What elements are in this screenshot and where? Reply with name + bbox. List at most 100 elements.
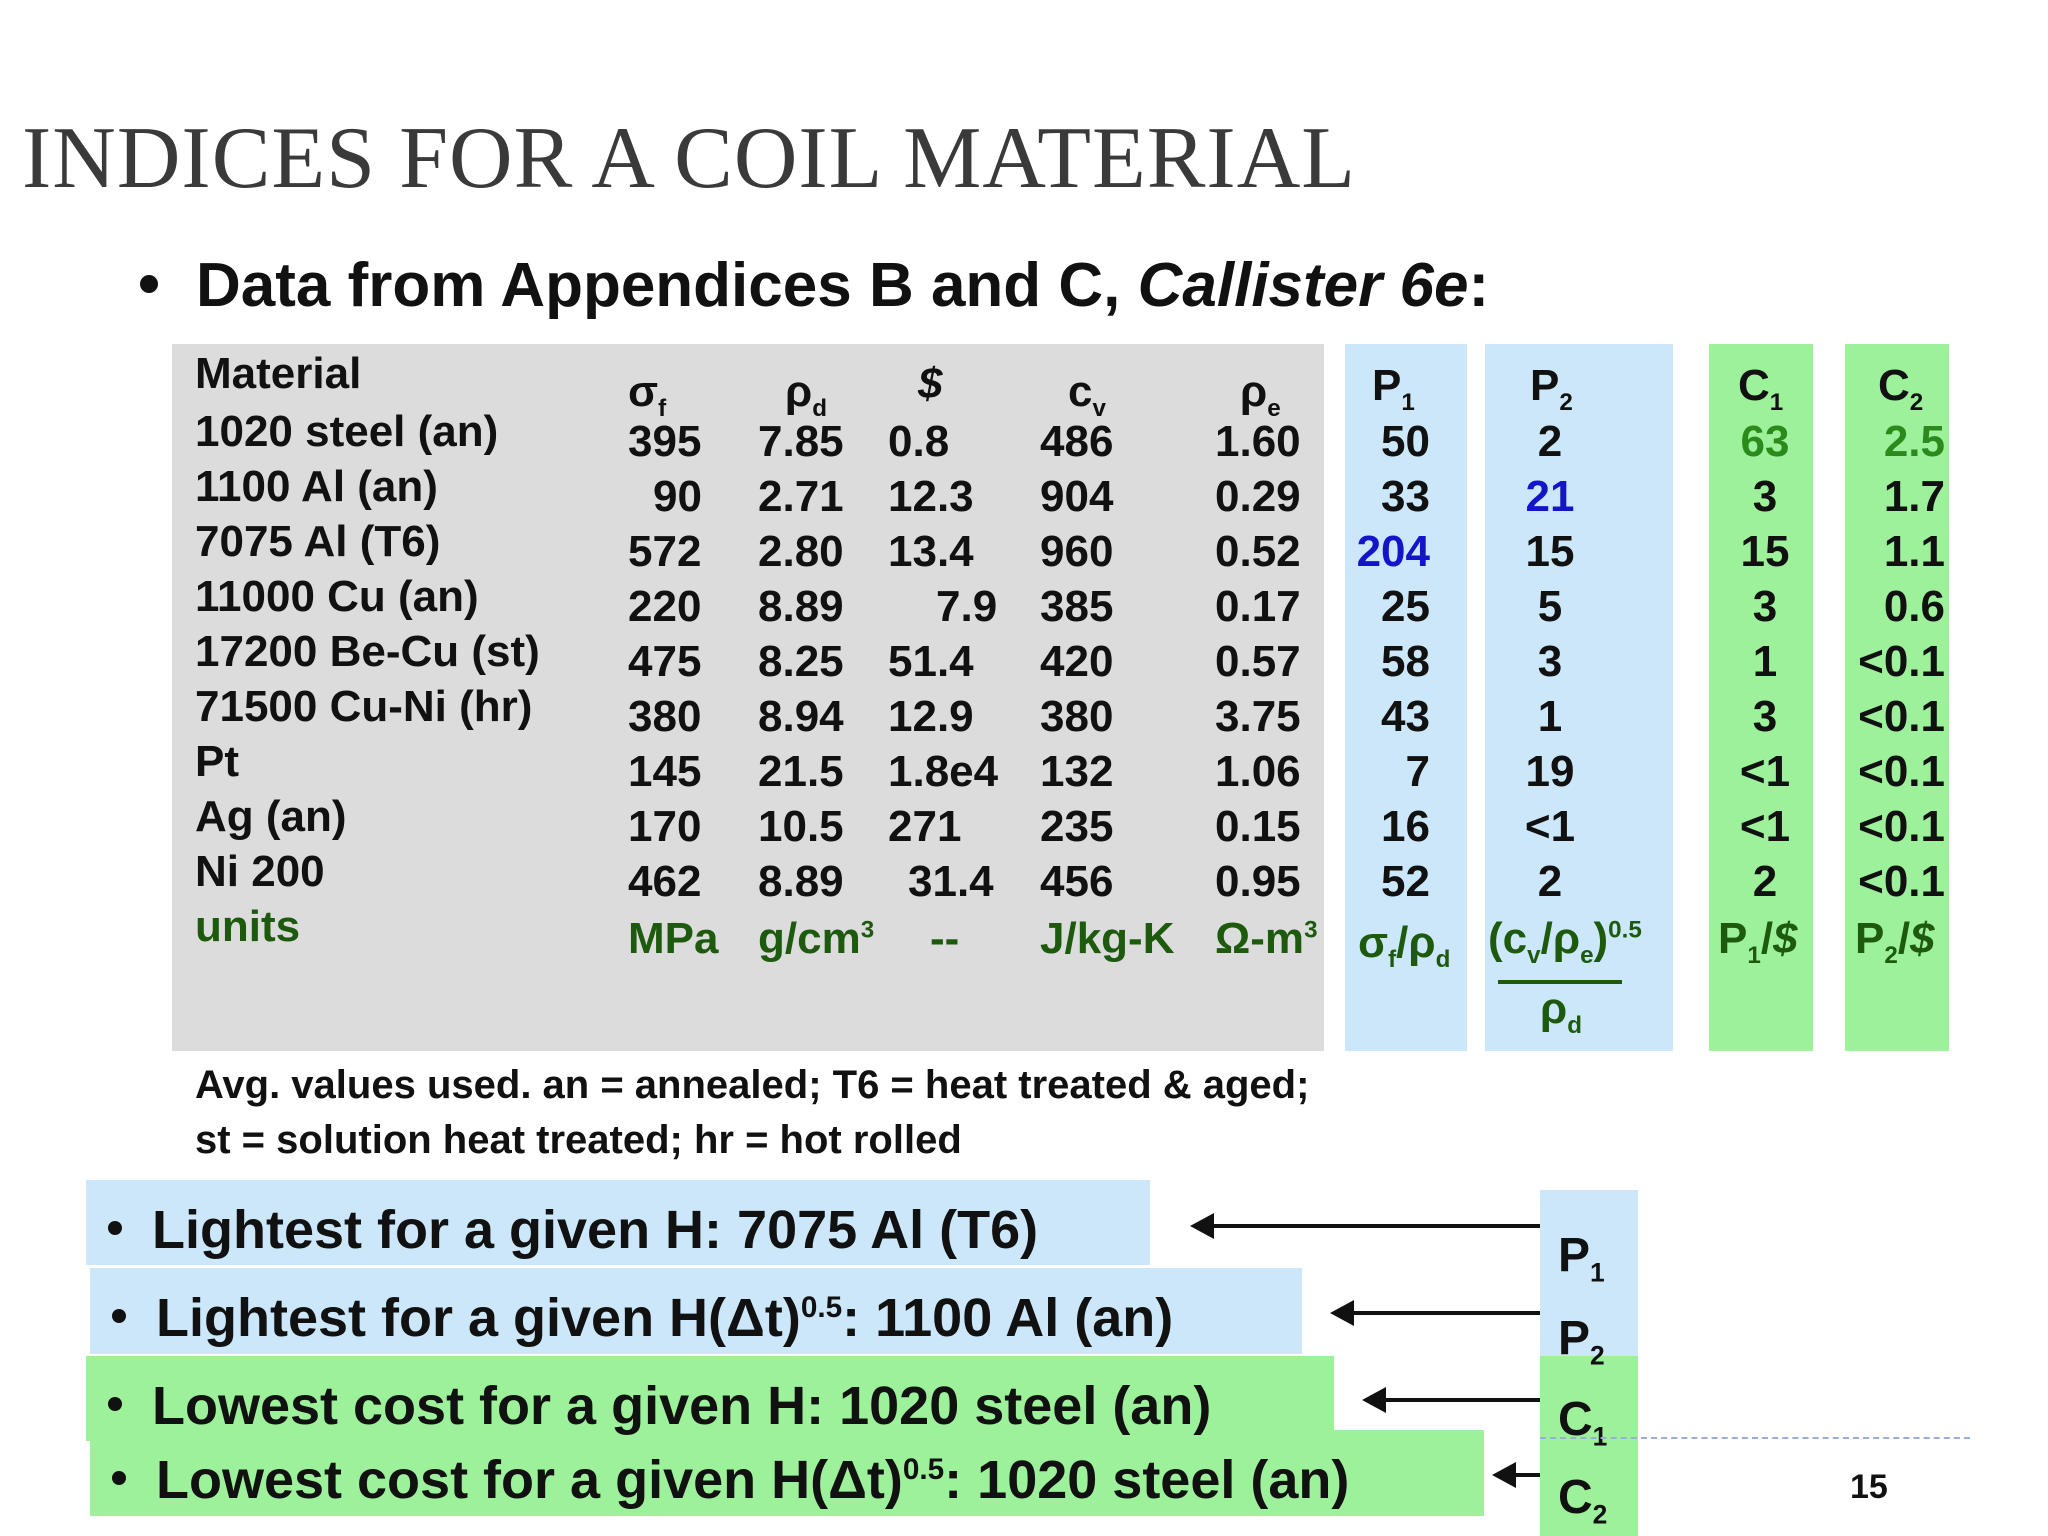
conclusion-box-3 xyxy=(86,1356,1334,1441)
table-cell-sf: 145 xyxy=(628,747,702,796)
unit-c1: P1/$ xyxy=(1718,914,1798,969)
table-cell-c2: <0.1 xyxy=(1858,692,1945,741)
table-cell-pe: 0.57 xyxy=(1215,637,1301,686)
table-cell-cv: 486 xyxy=(1040,417,1114,466)
table-cell-cv: 380 xyxy=(1040,692,1114,741)
unit-p2: (cv/ρe)0.5 xyxy=(1488,914,1642,969)
table-cell-pd: 8.94 xyxy=(758,692,844,741)
table-cell-cost: 1.8e4 xyxy=(888,747,999,796)
conclusion-box-4 xyxy=(90,1430,1484,1516)
index-box-p xyxy=(1540,1190,1638,1360)
table-cell-p2: 5 xyxy=(1537,582,1563,631)
table-row-material: 71500 Cu-Ni (hr) xyxy=(195,682,533,731)
table-cell-pd: 2.71 xyxy=(758,472,844,521)
header-pe: ρe xyxy=(1240,367,1281,422)
table-row-material: 7075 Al (T6) xyxy=(195,517,441,566)
table-cell-p1: 16 xyxy=(1381,802,1430,851)
page-number: 15 xyxy=(1850,1468,1888,1506)
table-cell-sf: 90 xyxy=(653,472,702,521)
table-cell-pe: 0.95 xyxy=(1215,857,1301,906)
header-c2: C2 xyxy=(1878,361,1924,416)
table-cell-pe: 0.15 xyxy=(1215,802,1301,851)
table-cell-c1: <1 xyxy=(1739,747,1791,796)
table-cell-cv: 385 xyxy=(1040,582,1114,631)
index-label-c1: C1 xyxy=(1558,1393,1608,1452)
header-cv: cv xyxy=(1068,367,1106,422)
table-cell-c2: <0.1 xyxy=(1858,747,1945,796)
conclusion-4: Lowest cost for a given H(Δt)0.5: 1020 s… xyxy=(112,1453,1349,1507)
table-cell-p2: 21 xyxy=(1525,472,1575,521)
unit-c2: P2/$ xyxy=(1855,914,1935,969)
table-cell-p1: 33 xyxy=(1381,472,1430,521)
table-cell-c1: 2 xyxy=(1752,857,1778,906)
table-cell-p1: 58 xyxy=(1381,637,1430,686)
table-cell-sf: 380 xyxy=(628,692,702,741)
table-cell-c2: 0.6 xyxy=(1883,582,1945,631)
table-cell-cost: 31.4 xyxy=(908,857,994,906)
table-cell-p1: 25 xyxy=(1381,582,1430,631)
table-cell-cv: 904 xyxy=(1040,472,1114,521)
table-row-material: 17200 Be-Cu (st) xyxy=(195,627,540,676)
table-cell-sf: 572 xyxy=(628,527,702,576)
header-cost: $ xyxy=(918,359,943,408)
table-cell-sf: 170 xyxy=(628,802,702,851)
table-cell-c1: 3 xyxy=(1752,582,1778,631)
table-cell-cost: 12.3 xyxy=(888,472,974,521)
page-title: INDICES FOR A COIL MATERIAL xyxy=(22,110,1357,207)
table-cell-pd: 21.5 xyxy=(758,747,844,796)
table-cell-sf: 220 xyxy=(628,582,702,631)
subtitle-end: : xyxy=(1468,251,1490,320)
fraction-bar xyxy=(1498,980,1622,984)
table-row-material: 1020 steel (an) xyxy=(195,407,499,456)
table-cell-cv: 132 xyxy=(1040,747,1114,796)
index-label-p2: P2 xyxy=(1558,1312,1605,1371)
table-cell-cost: 51.4 xyxy=(888,637,974,686)
table-cell-pd: 7.85 xyxy=(758,417,844,466)
table-cell-cost: 13.4 xyxy=(888,527,974,576)
table-cell-pd: 8.89 xyxy=(758,857,844,906)
table-cell-sf: 395 xyxy=(628,417,702,466)
table-cell-pd: 8.89 xyxy=(758,582,844,631)
header-sf: σf xyxy=(628,367,667,422)
subtitle-bullet: Data from Appendices B and C, Callister … xyxy=(140,250,1489,321)
header-pd: ρd xyxy=(785,367,828,422)
arrow-left-icon xyxy=(1492,1462,1540,1488)
unit-sf: MPa xyxy=(628,914,719,963)
table-cell-p1: 43 xyxy=(1381,692,1430,741)
c1-column-panel xyxy=(1709,344,1813,1051)
table-cell-pe: 0.17 xyxy=(1215,582,1301,631)
table-cell-pd: 8.25 xyxy=(758,637,844,686)
header-p1: P1 xyxy=(1372,361,1415,416)
header-c1: C1 xyxy=(1738,361,1784,416)
table-cell-cv: 420 xyxy=(1040,637,1114,686)
table-cell-c2: <0.1 xyxy=(1858,802,1945,851)
table-cell-p2: 1 xyxy=(1537,692,1563,741)
table-cell-p2: 2 xyxy=(1537,857,1563,906)
unit-cost: -- xyxy=(930,914,960,963)
index-box-c xyxy=(1540,1356,1638,1536)
conclusion-3: Lowest cost for a given H: 1020 steel (a… xyxy=(108,1379,1211,1433)
footer-divider xyxy=(1540,1437,1970,1439)
table-cell-pd: 10.5 xyxy=(758,802,844,851)
subtitle-text: Data from Appendices B and C, xyxy=(196,251,1138,320)
table-cell-c2: 2.5 xyxy=(1883,417,1945,466)
unit-pe: Ω-m3 xyxy=(1215,914,1318,963)
table-cell-p1: 204 xyxy=(1356,527,1430,576)
index-label-c2: C2 xyxy=(1558,1471,1608,1530)
note-line-1: Avg. values used. an = annealed; T6 = he… xyxy=(195,1063,1310,1107)
index-label-p1: P1 xyxy=(1558,1229,1605,1288)
table-cell-cost: 12.9 xyxy=(888,692,974,741)
table-row-material: Ni 200 xyxy=(195,847,325,896)
bullet-icon xyxy=(108,1396,122,1411)
table-cell-p2: 19 xyxy=(1525,747,1575,796)
table-cell-c2: <0.1 xyxy=(1858,637,1945,686)
table-cell-p1: 7 xyxy=(1405,747,1430,796)
table-cell-p2: 15 xyxy=(1525,527,1575,576)
table-cell-sf: 462 xyxy=(628,857,702,906)
table-cell-cv: 235 xyxy=(1040,802,1114,851)
table-cell-p1: 50 xyxy=(1381,417,1430,466)
table-cell-cost: 7.9 xyxy=(936,582,998,631)
conclusion-box-2 xyxy=(90,1268,1302,1354)
table-cell-cost: 271 xyxy=(888,802,962,851)
units-label: units xyxy=(195,902,301,951)
